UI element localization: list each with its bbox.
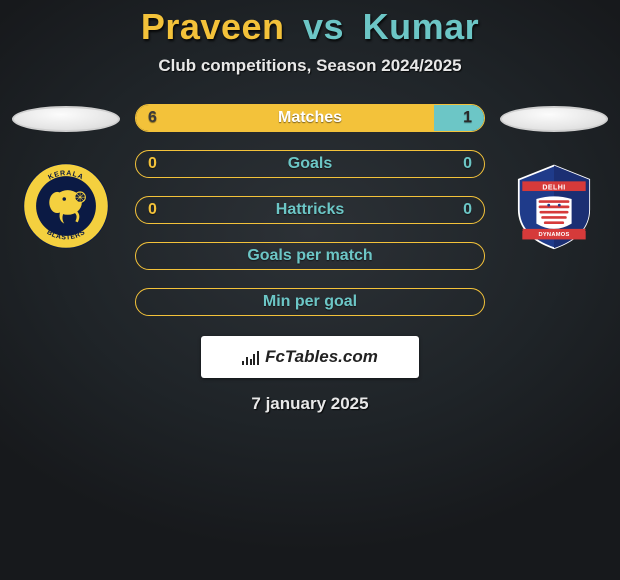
- stat-bar: Goals 0 0: [135, 150, 485, 178]
- bar-label: Matches: [278, 109, 342, 127]
- kerala-blasters-icon: KERALA BLASTERS: [22, 162, 110, 250]
- vs-text: vs: [303, 6, 344, 47]
- stat-bar: Hattricks 0 0: [135, 196, 485, 224]
- bar-left-value: 0: [148, 155, 157, 173]
- subtitle: Club competitions, Season 2024/2025: [0, 56, 620, 76]
- page-title: Praveen vs Kumar: [0, 6, 620, 48]
- bar-left-value: 6: [148, 109, 157, 127]
- player2-name: Kumar: [363, 6, 480, 47]
- svg-text:DYNAMOS: DYNAMOS: [538, 232, 569, 238]
- bar-chart-icon: [242, 350, 259, 365]
- bar-right-value: 0: [463, 155, 472, 173]
- main-row: KERALA BLASTERS Ma: [0, 104, 620, 316]
- stat-bars: Matches 6 1 Goals 0 0 Hattricks 0 0 Goals per mat…: [135, 104, 485, 316]
- watermark-badge: FcTables.com: [201, 336, 419, 378]
- svg-text:DELHI: DELHI: [542, 184, 565, 191]
- player1-name: Praveen: [141, 6, 285, 47]
- stat-bar: Min per goal: [135, 288, 485, 316]
- left-column: KERALA BLASTERS: [11, 104, 121, 250]
- stat-bar: Matches 6 1: [135, 104, 485, 132]
- team-crest-right: DELHI DYNAMOS: [510, 162, 598, 250]
- bar-label: Goals: [288, 155, 332, 173]
- delhi-dynamos-icon: DELHI DYNAMOS: [510, 162, 598, 250]
- bar-label: Goals per match: [247, 247, 372, 265]
- stat-bar: Goals per match: [135, 242, 485, 270]
- bar-label: Min per goal: [263, 293, 357, 311]
- bar-right-value: 1: [463, 109, 472, 127]
- infographic-content: Praveen vs Kumar Club competitions, Seas…: [0, 0, 620, 580]
- right-column: DELHI DYNAMOS: [499, 104, 609, 250]
- bar-fill-right: [434, 105, 484, 131]
- bar-right-value: 0: [463, 201, 472, 219]
- bar-left-value: 0: [148, 201, 157, 219]
- player1-photo-placeholder: [12, 106, 120, 132]
- bar-label: Hattricks: [276, 201, 344, 219]
- team-crest-left: KERALA BLASTERS: [22, 162, 110, 250]
- watermark-text: FcTables.com: [265, 347, 378, 367]
- player2-photo-placeholder: [500, 106, 608, 132]
- date-text: 7 january 2025: [0, 394, 620, 414]
